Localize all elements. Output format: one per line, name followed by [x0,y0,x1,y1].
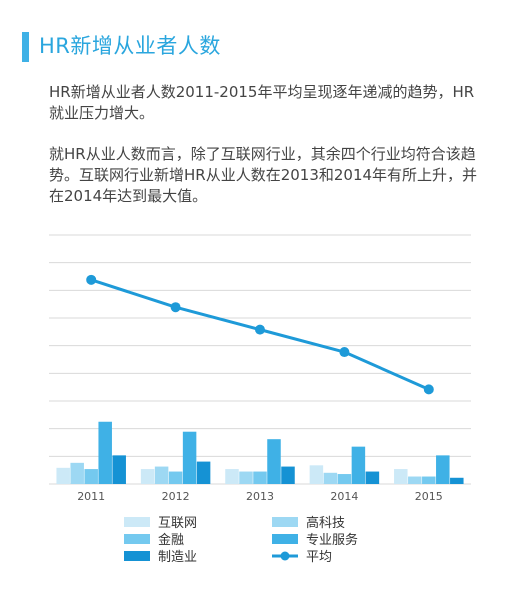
legend-swatch-金融 [124,534,150,544]
bar-高科技-2011 [70,462,84,484]
point-平均-2013 [255,324,265,335]
legend-marker-平均 [280,551,290,561]
page-title: HR新增从业者人数 [39,34,221,58]
legend-swatch-专业服务 [272,534,298,544]
point-平均-2012 [170,302,181,313]
x-tick-label: 2013 [246,490,274,503]
summary-paragraph-1: HR新增从业者人数2011-2015年平均呈现逐年递减的趋势，HR就业压力增大。 [49,83,475,122]
bar-金融-2011 [84,469,98,484]
bar-专业服务-2013 [267,439,281,484]
title-accent-bar [22,32,29,62]
bar-金融-2015 [422,476,436,484]
bar-制造业-2012 [196,461,211,484]
bar-制造业-2011 [112,455,126,484]
legend-swatch-高科技 [272,517,298,527]
legend-label-互联网: 互联网 [158,516,197,531]
bar-专业服务-2014 [351,446,366,484]
legend-swatch-制造业 [124,551,150,561]
bar-互联网-2012 [140,469,155,484]
bar-专业服务-2011 [98,421,112,484]
bar-高科技-2012 [154,466,169,484]
legend-label-金融: 金融 [158,532,184,548]
point-平均-2011 [86,274,97,285]
legend-swatch-互联网 [124,517,150,527]
legend-label-专业服务: 专业服务 [306,532,358,548]
bar-制造业-2015 [450,477,464,484]
legend-label-高科技: 高科技 [306,515,345,531]
x-tick-label: 2015 [415,490,443,503]
x-tick-label: 2012 [162,490,190,503]
bar-高科技-2014 [323,472,338,484]
bar-制造业-2013 [281,466,295,484]
bar-专业服务-2012 [182,431,197,484]
legend-label-制造业: 制造业 [158,550,197,565]
bar-高科技-2013 [239,471,253,484]
bar-高科技-2015 [408,476,422,484]
bar-金融-2012 [168,471,183,484]
bar-制造业-2014 [365,471,380,484]
summary-paragraph-2: 就HR从业人数而言，除了互联网行业，其余四个行业均符合该趋势。互联网行业新增HR… [49,145,478,205]
x-tick-label: 2011 [77,490,105,503]
bar-金融-2013 [253,471,267,484]
bar-互联网-2015 [394,469,408,484]
bar-专业服务-2015 [436,455,450,484]
bar-金融-2014 [337,474,352,484]
x-tick-label: 2014 [330,490,358,503]
bar-互联网-2014 [309,465,324,484]
bar-互联网-2013 [225,469,239,484]
point-平均-2014 [339,347,350,358]
point-平均-2015 [423,384,434,395]
bar-互联网-2011 [56,467,70,484]
legend-label-平均: 平均 [306,550,332,565]
